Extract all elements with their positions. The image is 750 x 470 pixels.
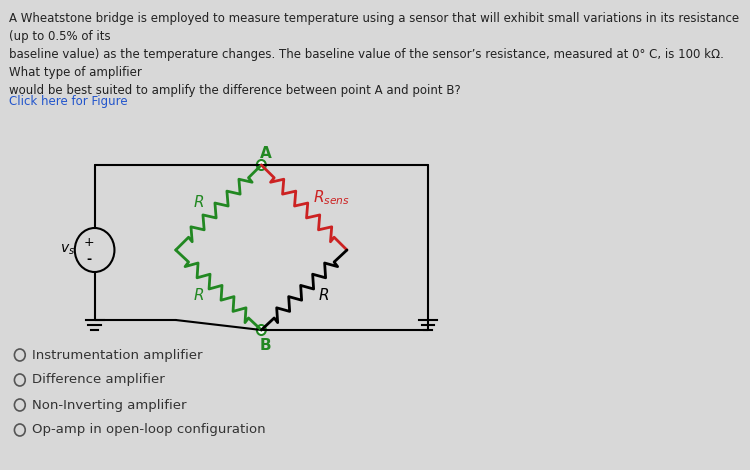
Text: $R_{sens}$: $R_{sens}$ [313,188,350,207]
Text: Instrumentation amplifier: Instrumentation amplifier [32,348,202,361]
Text: +: + [84,235,94,249]
Text: Op-amp in open-loop configuration: Op-amp in open-loop configuration [32,423,266,437]
Text: A: A [260,146,272,160]
Circle shape [256,325,265,335]
Circle shape [256,160,265,170]
Text: $v_s$: $v_s$ [60,243,75,257]
Text: Click here for Figure: Click here for Figure [9,95,128,108]
Text: R: R [319,288,329,303]
Text: R: R [194,288,204,303]
Text: A Wheatstone bridge is employed to measure temperature using a sensor that will : A Wheatstone bridge is employed to measu… [9,12,740,97]
Text: B: B [260,337,272,352]
Text: -: - [87,253,92,266]
Text: R: R [194,195,204,210]
Text: Non-Inverting amplifier: Non-Inverting amplifier [32,399,186,412]
Text: Difference amplifier: Difference amplifier [32,374,164,386]
